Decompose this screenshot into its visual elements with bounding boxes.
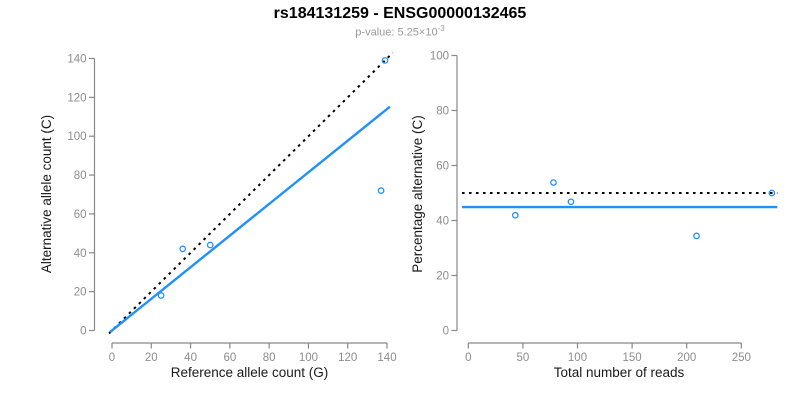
data-point bbox=[377, 187, 385, 194]
fitted-ratio-line bbox=[109, 105, 391, 333]
y-tick-label: 40 bbox=[74, 248, 87, 260]
y-tick-label: 60 bbox=[74, 209, 87, 221]
y-tick-label: 40 bbox=[436, 216, 449, 228]
y-tick-label: 0 bbox=[443, 326, 449, 338]
y-tick-label: 20 bbox=[436, 271, 449, 283]
x-tick-label: 80 bbox=[263, 352, 276, 364]
y-tick-label: 140 bbox=[67, 54, 86, 66]
x-axis-title: Total number of reads bbox=[554, 365, 685, 380]
x-tick-label: 200 bbox=[677, 352, 696, 364]
pvalue-exponent: -3 bbox=[437, 24, 445, 33]
data-point bbox=[179, 245, 187, 253]
x-tick-label: 20 bbox=[145, 352, 158, 364]
y-tick-label: 60 bbox=[436, 161, 449, 173]
x-tick-label: 60 bbox=[223, 352, 236, 364]
x-tick-label: 150 bbox=[623, 352, 642, 364]
x-axis-title: Reference allele count (G) bbox=[171, 365, 329, 380]
x-tick-label: 140 bbox=[377, 352, 396, 364]
data-point bbox=[157, 292, 165, 299]
y-tick-label: 80 bbox=[436, 106, 449, 118]
expected-identity-line bbox=[108, 51, 394, 335]
x-tick-label: 40 bbox=[184, 352, 197, 364]
x-tick-label: 100 bbox=[299, 352, 318, 364]
data-point bbox=[206, 241, 214, 249]
data-point bbox=[511, 211, 519, 219]
x-tick-label: 0 bbox=[465, 352, 471, 364]
y-tick-label: 120 bbox=[67, 92, 86, 104]
data-point bbox=[693, 232, 700, 240]
plot-percentage-vs-reads: 0 20 40 60 80 100 0 50 100 150 200 250 Total number … bbox=[410, 51, 778, 380]
x-tick-label: 250 bbox=[732, 352, 751, 364]
y-tick-label: 100 bbox=[67, 131, 86, 143]
x-tick-label: 100 bbox=[568, 352, 587, 364]
x-tick-label: 50 bbox=[517, 352, 530, 364]
y-tick-label: 20 bbox=[74, 287, 87, 299]
y-tick-label: 100 bbox=[430, 51, 449, 63]
plot-allele-counts: 0 20 40 60 80 100 120 140 0 20 40 60 80 100 120 140 Refe… bbox=[39, 51, 397, 380]
data-point bbox=[381, 57, 389, 64]
data-point bbox=[768, 189, 776, 197]
x-tick-label: 120 bbox=[338, 352, 357, 364]
data-point bbox=[550, 179, 557, 186]
y-tick-label: 0 bbox=[80, 326, 86, 338]
x-tick-label: 0 bbox=[109, 352, 115, 364]
pvalue-text: p-value: 5.25×10 bbox=[355, 26, 438, 39]
plot-subtitle: p-value: 5.25×10-3 bbox=[0, 24, 800, 39]
y-axis-title: Alternative allele count (C) bbox=[39, 115, 54, 273]
y-tick-label: 80 bbox=[74, 170, 87, 182]
data-point bbox=[567, 198, 575, 206]
plot-title: rs184131259 - ENSG00000132465 bbox=[273, 5, 527, 22]
y-axis-title: Percentage alternative (C) bbox=[410, 115, 425, 273]
